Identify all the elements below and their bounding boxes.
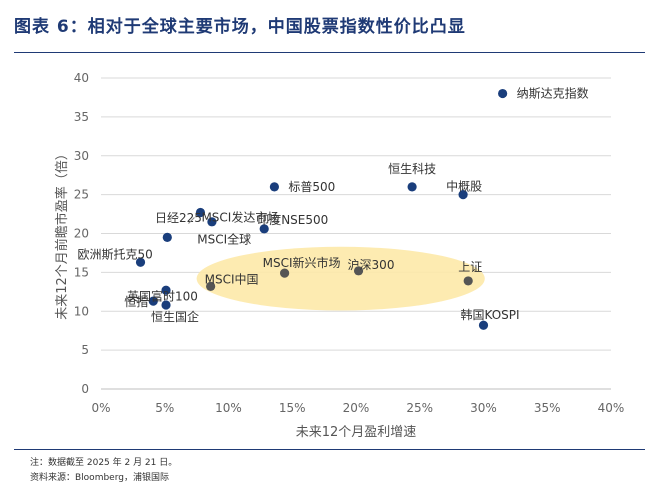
data-point bbox=[478, 320, 489, 330]
x-tick-label: 30% bbox=[470, 401, 497, 415]
data-point bbox=[206, 281, 216, 291]
x-axis-ticks: 0% 5% 10% 15% 20% 25% 30% 35% 40% bbox=[91, 401, 624, 415]
point-label: MSCI新兴市场 bbox=[263, 255, 341, 270]
y-axis-label: 未来12个月前瞻市盈率（倍） bbox=[54, 147, 70, 320]
data-point bbox=[161, 300, 171, 310]
data-point bbox=[458, 190, 468, 200]
y-tick-label: 20 bbox=[74, 227, 89, 241]
data-point bbox=[259, 224, 269, 234]
y-tick-label: 25 bbox=[74, 188, 89, 202]
footnote: 注：数据截至 2025 年 2 月 21 日。 bbox=[30, 458, 178, 468]
data-point bbox=[269, 182, 279, 192]
source-note: 资料来源：Bloomberg，浦银国际 bbox=[30, 473, 169, 483]
highlight-region bbox=[196, 246, 485, 311]
data-points bbox=[135, 88, 508, 330]
chart-title: 图表 6：相对于全球主要市场，中国股票指数性价比凸显 bbox=[14, 17, 466, 37]
x-tick-label: 5% bbox=[155, 401, 174, 415]
x-tick-label: 0% bbox=[91, 401, 110, 415]
point-label: MSCI中国 bbox=[205, 271, 259, 286]
point-label: 纳斯达克指数 bbox=[517, 86, 589, 101]
x-tick-label: 10% bbox=[215, 401, 242, 415]
data-point bbox=[162, 232, 172, 242]
y-tick-label: 35 bbox=[74, 110, 89, 124]
y-tick-label: 15 bbox=[74, 265, 89, 279]
y-tick-label: 30 bbox=[74, 149, 89, 163]
data-point bbox=[280, 268, 290, 278]
x-tick-label: 20% bbox=[343, 401, 370, 415]
x-tick-label: 15% bbox=[279, 401, 306, 415]
title-rule bbox=[14, 52, 645, 53]
data-point bbox=[148, 296, 158, 306]
x-tick-label: 35% bbox=[534, 401, 561, 415]
x-tick-label: 25% bbox=[406, 401, 433, 415]
point-label: 沪深300 bbox=[348, 258, 395, 272]
footer-rule bbox=[14, 449, 645, 450]
y-tick-label: 10 bbox=[74, 304, 89, 318]
point-label: 标普500 bbox=[288, 180, 335, 194]
scatter-chart: 0% 5% 10% 15% 20% 25% 30% 35% 40% 0 5 10 15 20 25 30 35… bbox=[54, 71, 624, 440]
gridlines bbox=[101, 77, 611, 390]
y-tick-label: 5 bbox=[81, 343, 89, 357]
y-axis-ticks: 0 5 10 15 20 25 30 35 40 bbox=[74, 71, 89, 396]
point-label: 中概股 bbox=[446, 179, 482, 194]
data-point bbox=[207, 217, 217, 227]
point-label: 韩国KOSPI bbox=[461, 307, 520, 322]
data-point bbox=[407, 182, 417, 192]
y-tick-label: 40 bbox=[74, 71, 89, 85]
x-tick-label: 40% bbox=[598, 401, 625, 415]
point-label: 欧洲斯托克50 bbox=[78, 247, 153, 261]
data-point bbox=[195, 207, 206, 218]
point-label: 印度NSE500 bbox=[257, 212, 328, 227]
data-point bbox=[135, 257, 146, 267]
point-label: 恒生国企 bbox=[151, 309, 199, 324]
data-point bbox=[463, 276, 473, 286]
point-label: 日经225 bbox=[155, 211, 202, 225]
point-label: 恒生科技 bbox=[388, 162, 436, 176]
point-label: 恒指 bbox=[124, 294, 148, 309]
point-label: 上证 bbox=[458, 260, 482, 274]
point-label: 英国富时100 bbox=[127, 288, 198, 303]
point-label: MSCI发达市场 bbox=[201, 210, 279, 225]
point-label: MSCI全球 bbox=[197, 231, 251, 246]
y-tick-label: 0 bbox=[81, 382, 89, 396]
data-point bbox=[498, 88, 508, 99]
data-point bbox=[353, 266, 364, 276]
x-axis-label: 未来12个月盈利增速 bbox=[296, 425, 417, 440]
label-leader-line bbox=[188, 217, 195, 224]
data-point bbox=[161, 285, 171, 295]
highlight-ellipse bbox=[196, 246, 485, 311]
